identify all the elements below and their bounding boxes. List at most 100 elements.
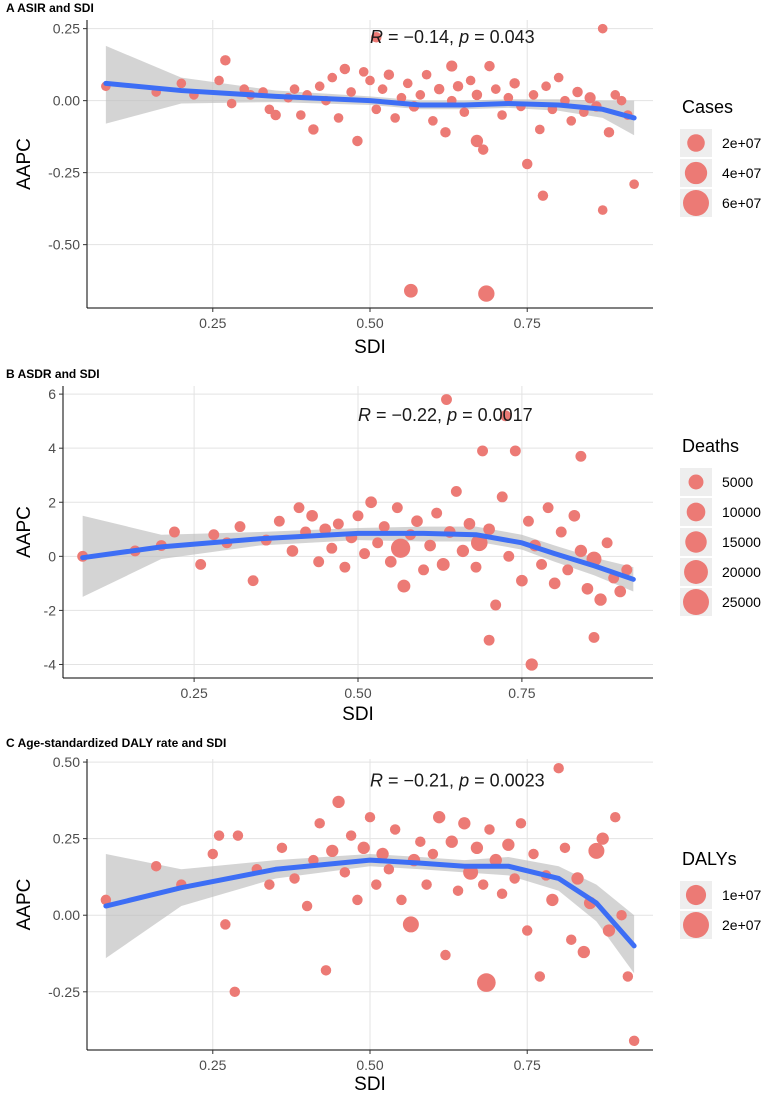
data-point: [433, 83, 445, 95]
legend-label: 25000: [722, 594, 761, 610]
data-point: [516, 574, 528, 587]
data-point: [391, 502, 403, 514]
panel-c: C Age-standardized DALY rate and SDI 0.25…: [6, 736, 762, 1095]
data-point: [452, 885, 464, 896]
correlation-annotation: R = −0.22, p = 0.0017: [358, 405, 533, 425]
legend-label: 20000: [722, 564, 761, 580]
data-point: [383, 69, 395, 80]
data-point: [404, 283, 418, 298]
x-axis-title: SDI: [354, 337, 386, 358]
data-point: [371, 32, 382, 43]
data-point: [602, 924, 616, 937]
data-point: [588, 631, 600, 643]
data-point: [364, 811, 376, 823]
data-point: [528, 848, 539, 860]
smooth-line: [103, 857, 637, 949]
panel-label: A: [6, 1, 17, 15]
panel-b: B ASDR and SDI 0.25 0.50 0.75 -4 -2 0 2 4 6 SDI AAP…: [6, 367, 761, 725]
y-tick-label: 0.00: [53, 907, 80, 923]
data-point: [610, 811, 621, 823]
data-point: [445, 835, 458, 848]
stat-value: = 0.0023: [469, 771, 545, 791]
legend-label: 4e+07: [722, 165, 762, 181]
data-point: [229, 986, 241, 998]
data-point: [436, 557, 450, 571]
data-point: [239, 84, 250, 94]
data-point: [562, 564, 574, 576]
data-point: [574, 544, 588, 558]
data-point: [568, 509, 581, 522]
data-point: [421, 879, 432, 890]
data-point: [357, 841, 370, 854]
data-point: [371, 104, 382, 115]
y-tick-label: -0.50: [48, 237, 80, 253]
data-point: [359, 548, 371, 560]
legend: DALYs 1e+07 2e+07: [680, 849, 762, 939]
legend-title: Cases: [682, 97, 733, 117]
data-point: [597, 205, 608, 215]
data-point: [528, 90, 539, 100]
data-point: [327, 72, 338, 83]
data-point: [515, 818, 527, 829]
legend-label: 2e+07: [722, 917, 762, 933]
data-point: [384, 555, 397, 568]
data-point: [566, 934, 577, 945]
data-point: [214, 75, 224, 86]
legend-label: 6e+07: [722, 195, 762, 211]
panel-title: A ASIR and SDI: [6, 1, 94, 15]
data-point: [509, 873, 520, 884]
data-point: [502, 838, 515, 851]
data-point: [377, 84, 388, 94]
data-point: [308, 854, 319, 866]
y-tick-label: -0.25: [48, 984, 80, 1000]
legend-key: [683, 190, 709, 216]
data-point: [176, 78, 187, 89]
data-point: [220, 919, 231, 930]
data-point: [537, 190, 549, 201]
data-point: [546, 893, 559, 907]
data-point: [484, 60, 495, 72]
data-point: [470, 561, 482, 573]
data-point: [588, 842, 605, 859]
data-point: [509, 78, 520, 89]
data-point: [339, 561, 351, 573]
x-axis-title: SDI: [354, 1074, 386, 1095]
data-point: [601, 537, 613, 549]
data-point: [477, 144, 489, 155]
data-point: [553, 762, 564, 774]
data-point: [548, 577, 561, 590]
data-point: [208, 529, 220, 541]
data-point: [352, 510, 364, 522]
stat-value: = −0.21,: [383, 771, 459, 791]
x-tick-label: 0.50: [344, 685, 371, 701]
data-point: [289, 84, 300, 94]
panel-title-text: ASIR and SDI: [17, 1, 94, 15]
data-point: [378, 521, 390, 533]
legend-label: 1e+07: [722, 887, 762, 903]
data-point: [470, 134, 484, 148]
data-point: [365, 75, 375, 86]
x-tick-label: 0.25: [180, 685, 207, 701]
data-point: [326, 542, 338, 554]
data-point: [553, 72, 564, 83]
legend-key: [685, 531, 707, 553]
panel-title-text: ASDR and SDI: [18, 367, 100, 381]
legend-key: [687, 134, 705, 152]
data-point: [497, 110, 507, 120]
y-tick-label: -2: [44, 602, 57, 618]
panel-a: A ASIR and SDI 0.25 0.50 0.75 -0.50 -0.25 0.00…: [6, 1, 762, 358]
data-point: [428, 115, 438, 126]
legend-key: [684, 560, 708, 584]
y-tick-label: -4: [44, 656, 57, 672]
x-tick-label: 0.75: [514, 315, 541, 331]
data-point: [503, 550, 515, 562]
smooth-line: [103, 80, 637, 121]
data-point: [293, 502, 305, 514]
data-point: [521, 158, 533, 170]
data-point: [308, 124, 319, 135]
data-point: [397, 579, 411, 593]
stat-symbol: R: [370, 27, 383, 47]
data-point: [478, 285, 495, 302]
data-point: [452, 81, 464, 92]
